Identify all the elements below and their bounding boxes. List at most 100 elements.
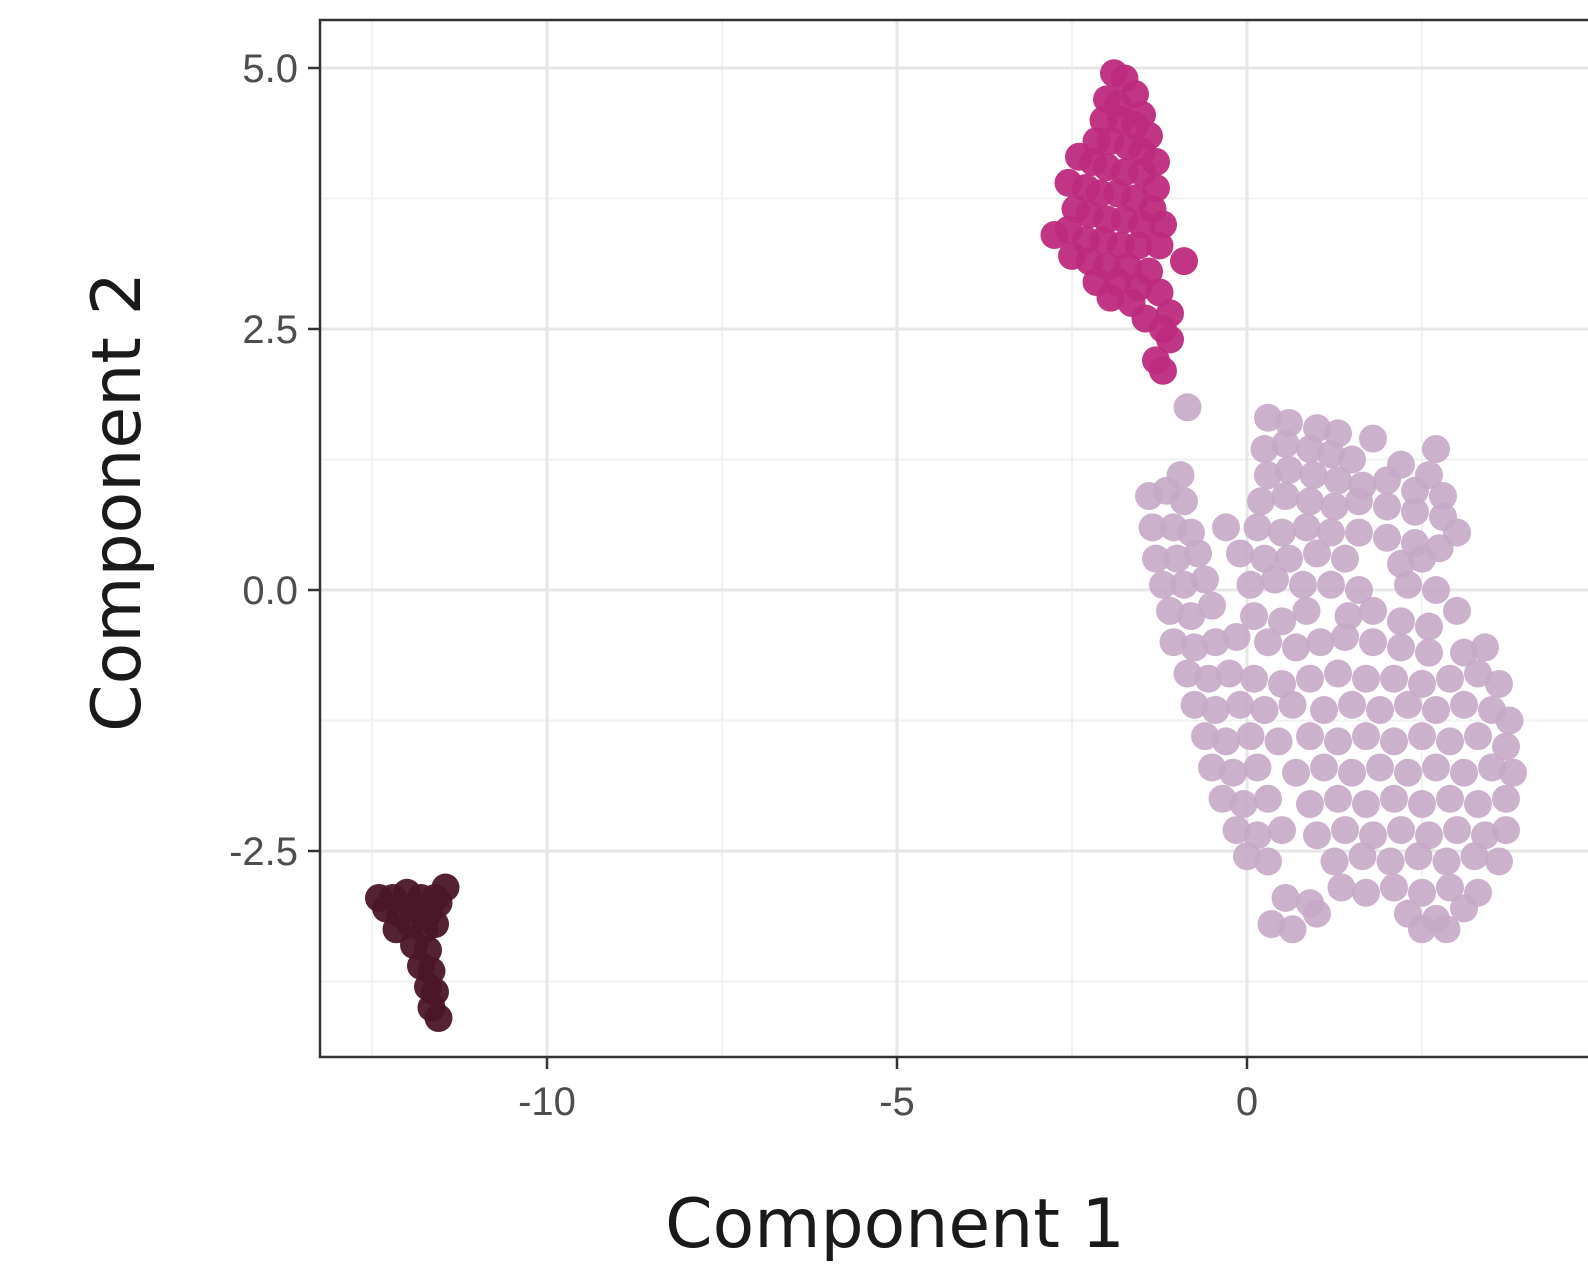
data-point xyxy=(424,1004,453,1033)
data-point xyxy=(1422,753,1450,782)
major-gridlines xyxy=(320,20,1588,1057)
y-tick-label: 5.0 xyxy=(242,47,298,91)
data-point xyxy=(1471,821,1499,850)
data-point xyxy=(1149,210,1177,239)
x-axis-ticks: -10 -5 0 xyxy=(518,1057,1258,1124)
data-point xyxy=(1443,816,1471,845)
data-point xyxy=(1306,628,1335,657)
data-point xyxy=(1254,784,1282,813)
data-point xyxy=(1331,622,1359,651)
data-point xyxy=(1408,669,1436,698)
data-point xyxy=(1240,664,1268,693)
data-points xyxy=(365,59,1527,1033)
data-point xyxy=(1271,883,1300,912)
data-point xyxy=(1436,873,1464,902)
data-point xyxy=(1268,518,1296,547)
data-point xyxy=(1250,696,1279,725)
data-point xyxy=(1201,696,1230,725)
data-point xyxy=(1271,482,1300,511)
data-point xyxy=(1345,487,1373,516)
x-axis-title: Component 1 xyxy=(665,1185,1125,1264)
data-point xyxy=(1429,482,1457,511)
data-point xyxy=(1499,758,1527,787)
data-point xyxy=(1485,847,1513,876)
data-point xyxy=(1394,570,1422,599)
data-point xyxy=(1198,753,1226,782)
data-point xyxy=(1149,570,1177,599)
data-point xyxy=(1436,784,1464,813)
data-point xyxy=(1359,628,1387,657)
data-point xyxy=(1194,664,1223,693)
y-axis-ticks: -2.5 0.0 2.5 5.0 xyxy=(229,47,320,874)
data-point xyxy=(1212,727,1240,756)
data-point xyxy=(1198,591,1226,620)
data-point xyxy=(1254,628,1282,657)
data-point xyxy=(1401,497,1429,526)
data-point xyxy=(1303,821,1331,850)
data-point xyxy=(1376,847,1405,876)
data-point xyxy=(1170,570,1198,599)
data-point xyxy=(1380,784,1408,813)
data-point xyxy=(1254,461,1282,490)
data-point xyxy=(1257,910,1286,939)
data-point xyxy=(1268,607,1296,636)
data-point xyxy=(1254,403,1282,432)
data-point xyxy=(1296,664,1324,693)
data-point xyxy=(1324,466,1352,495)
data-point xyxy=(1173,393,1202,422)
data-point xyxy=(1096,283,1125,312)
data-point xyxy=(1436,727,1464,756)
data-point xyxy=(1156,325,1184,354)
data-point xyxy=(1229,790,1258,819)
data-point xyxy=(1380,873,1408,902)
data-point xyxy=(1432,847,1461,876)
data-point xyxy=(1180,633,1209,662)
data-point xyxy=(1317,518,1345,547)
data-point xyxy=(1422,696,1450,725)
data-point xyxy=(1320,492,1349,521)
data-point xyxy=(1401,476,1429,505)
data-point xyxy=(1268,816,1296,845)
data-point xyxy=(1478,753,1506,782)
data-point xyxy=(1387,633,1415,662)
data-point xyxy=(1352,664,1380,693)
data-point xyxy=(1222,816,1251,845)
data-point xyxy=(1345,576,1373,604)
data-point xyxy=(1324,784,1352,813)
data-point xyxy=(1208,784,1237,813)
data-point xyxy=(1359,821,1387,850)
data-point xyxy=(1303,539,1331,568)
data-point xyxy=(1352,722,1380,751)
data-point xyxy=(1387,607,1415,636)
data-point xyxy=(1408,722,1436,751)
data-point xyxy=(1471,633,1499,662)
data-point xyxy=(1373,523,1401,552)
data-point xyxy=(1145,278,1174,307)
data-point xyxy=(1282,633,1310,662)
data-point xyxy=(1177,602,1205,631)
cluster-3 xyxy=(1135,393,1527,944)
data-point xyxy=(1317,570,1345,599)
data-point xyxy=(1310,696,1338,725)
data-point xyxy=(1275,408,1303,437)
x-tick-label: 0 xyxy=(1236,1080,1258,1124)
data-point xyxy=(1492,816,1520,845)
data-point xyxy=(1296,487,1324,516)
data-point xyxy=(1460,842,1489,871)
data-point xyxy=(1201,628,1230,657)
data-point xyxy=(1317,440,1345,469)
data-point xyxy=(1331,544,1359,573)
data-point xyxy=(1243,821,1272,850)
data-point xyxy=(1296,435,1324,464)
data-point xyxy=(1394,690,1422,719)
data-point xyxy=(1394,758,1422,787)
data-point xyxy=(1331,816,1359,845)
data-point xyxy=(1124,231,1153,260)
data-point xyxy=(1450,758,1478,787)
data-point xyxy=(1184,539,1212,568)
data-point xyxy=(1128,210,1156,239)
data-point xyxy=(1495,706,1524,735)
data-point xyxy=(1415,612,1443,641)
data-point xyxy=(1145,231,1174,260)
data-point xyxy=(1142,174,1170,203)
